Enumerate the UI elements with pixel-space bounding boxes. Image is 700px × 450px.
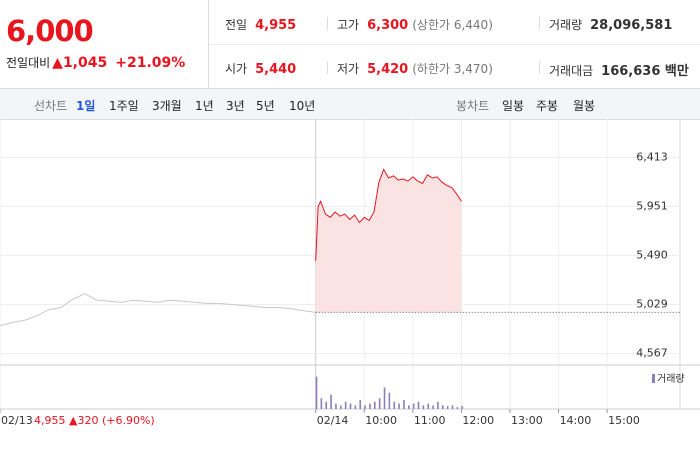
divider [327,61,328,74]
volume-bar [359,400,362,409]
period-tab[interactable]: 3개월 [152,99,182,113]
stat-label: 고가 [337,18,360,32]
volume-bar [427,403,430,409]
stats: 전일 4,955 고가 6,300 (상한가 6,440) 거래량 28,096,581 시가… [208,0,700,88]
divider [209,44,700,45]
volume-bar [451,405,454,409]
stat-label: 거래대금 [549,64,594,78]
y-tick-label: 5,490 [636,249,668,262]
divider [539,17,540,30]
volume-bar [320,398,323,409]
volume-bar [315,376,318,409]
price-line [0,293,316,327]
candle-tab[interactable]: 월봉 [573,99,596,113]
y-tick-label: 5,951 [636,200,668,213]
change: 전일대비 ▲1,045 +21.09% [6,54,185,71]
stat: 거래대금 166,636 백만 [549,60,689,79]
quote-header: 6,000 전일대비 ▲1,045 +21.09% 전일 4,955 고가 6,300 (상… [0,0,700,89]
volume-bar [422,405,425,409]
x-tick-label: 10:00 [365,414,397,427]
volume-bar [412,403,415,409]
volume-bar [349,403,352,409]
stat-value: 5,440 [255,62,297,77]
volume-bar [408,405,410,409]
volume-bar [393,401,396,409]
chart: 4,567 5,029 5,490 5,951 6,413 02/13 02/14 10:00… [0,119,700,427]
candle-tab[interactable]: 주봉 [536,99,559,113]
stat: 거래량 28,096,581 [549,16,672,33]
volume-bar [325,401,328,409]
tab-label: 봉차트 [456,99,490,113]
tab-label: 선차트 [34,99,68,113]
legend-swatch [652,374,655,383]
stat-note: (상한가 6,440) [412,18,493,32]
stat: 시가 5,440 [225,60,296,77]
volume-bar [388,392,391,409]
volume-bar [461,406,464,409]
stat: 전일 4,955 [225,16,296,33]
stat-label: 시가 [225,62,248,76]
y-tick-label: 4,567 [636,347,668,360]
stat-label: 저가 [337,62,360,76]
period-tab[interactable]: 1일 [76,99,96,113]
volume-bar [354,405,357,409]
volume-bar [398,403,400,409]
stat-note: (하한가 3,470) [412,62,493,76]
volume-bar [403,400,405,409]
volume-bar [340,405,342,409]
volume-bar [364,405,366,409]
stat-value: 4,955 [255,18,297,33]
stat-label: 전일 [225,18,248,32]
period-tab[interactable]: 1주일 [109,99,139,113]
period-tab[interactable]: 10년 [289,99,316,113]
area [315,169,462,313]
divider [327,17,328,30]
volume-bar [442,405,444,409]
x-tick-label: 15:00 [608,414,640,427]
tabs: 선차트 1일 1주일 3개월 1년 3년 5년 10년 봉차트 일봉 주봉 월봉 [0,89,700,120]
y-tick-label: 6,413 [636,150,668,163]
stat-value: 166,636 백만 [601,64,689,79]
volume-bar [383,387,386,409]
x-tick-label: 11:00 [414,414,446,427]
x-tick-label: 14:00 [560,414,592,427]
volume-bar [330,394,332,409]
stat-value: 5,420 [367,62,409,77]
period-tab[interactable]: 3년 [226,99,245,113]
price: 6,000 [6,14,94,48]
change-rate: +21.09% [115,55,186,71]
stat: 저가 5,420 (하한가 3,470) [337,60,493,77]
change-value: ▲1,045 [52,55,108,71]
divider [539,61,540,74]
volume-bar [437,401,439,409]
footer-text: 4,955 ▲320 (+6.90%) [34,414,155,427]
y-tick-label: 5,029 [636,298,668,311]
stat: 고가 6,300 (상한가 6,440) [337,16,493,33]
volume-bar [432,405,434,409]
price-line [315,168,462,261]
volume-bar [456,407,459,409]
volume-bar [374,401,376,409]
candle-tab[interactable]: 일봉 [502,99,525,113]
change-label: 전일대비 [6,56,51,70]
x-tick-label: 12:00 [462,414,494,427]
volume-bar [378,398,381,409]
volume-bar [344,401,347,409]
volume-bar [446,406,449,409]
period-tab[interactable]: 1년 [195,99,214,113]
x-tick-label: 02/14 [317,414,349,427]
volume-bar [369,403,371,409]
period-tab[interactable]: 5년 [256,99,275,113]
volume-bar [335,403,337,409]
x-tick-label: 02/13 [1,414,33,427]
x-tick-label: 13:00 [511,414,543,427]
volume-bar [417,401,420,409]
legend-label: 거래량 [657,373,685,385]
stat-value: 28,096,581 [590,18,673,33]
stat-value: 6,300 [367,18,409,33]
stat-label: 거래량 [549,18,583,32]
